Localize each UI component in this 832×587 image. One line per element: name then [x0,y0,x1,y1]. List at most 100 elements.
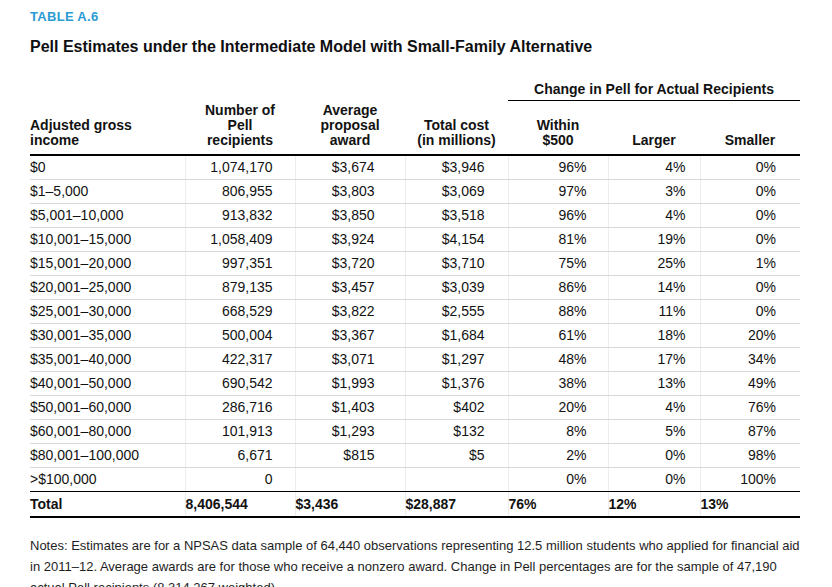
total-label-cell: Total [30,491,185,517]
cell-larger: 19% [608,227,700,251]
cell-larger: 4% [608,203,700,227]
cell-total-cost: $3,039 [405,275,508,299]
table-row: $60,001–80,000 101,913 $1,293 $132 8% 5%… [30,419,800,443]
cell-within-500: 20% [508,395,608,419]
cell-adjusted-gross-income: $1–5,000 [30,179,185,203]
cell-average-proposal-award [295,467,405,491]
cell-total-cost: $3,946 [405,155,508,179]
cell-within-500: 8% [508,419,608,443]
cell-total-cost: $1,684 [405,323,508,347]
cell-within-500: 48% [508,347,608,371]
cell-number-of-pell-recipients: 1,074,170 [185,155,295,179]
cell-larger: 18% [608,323,700,347]
cell-smaller: 0% [700,155,800,179]
table-row: $30,001–35,000 500,004 $3,367 $1,684 61%… [30,323,800,347]
cell-number-of-pell-recipients: 913,832 [185,203,295,227]
column-header-number-of-pell-recipients: Number of Pell recipients [185,100,295,155]
cell-larger: 4% [608,155,700,179]
cell-smaller: 0% [700,179,800,203]
cell-within-500: 61% [508,323,608,347]
cell-smaller: 0% [700,299,800,323]
table-notes: Notes: Estimates are for a NPSAS data sa… [30,535,800,587]
cell-within-500: 88% [508,299,608,323]
table-row: $80,001–100,000 6,671 $815 $5 2% 0% 98% [30,443,800,467]
cell-smaller: 1% [700,251,800,275]
cell-number-of-pell-recipients: 1,058,409 [185,227,295,251]
cell-adjusted-gross-income: $30,001–35,000 [30,323,185,347]
cell-larger: 4% [608,395,700,419]
cell-within-500: 38% [508,371,608,395]
cell-adjusted-gross-income: $10,001–15,000 [30,227,185,251]
column-header-average-proposal-award: Average proposal award [295,100,405,155]
cell-total-cost: $1,297 [405,347,508,371]
cell-adjusted-gross-income: $15,001–20,000 [30,251,185,275]
total-recipients-cell: 8,406,544 [185,491,295,517]
total-larger-cell: 12% [608,491,700,517]
cell-smaller: 49% [700,371,800,395]
column-header-total-cost: Total cost (in millions) [405,100,508,155]
cell-adjusted-gross-income: $0 [30,155,185,179]
table-row: $20,001–25,000 879,135 $3,457 $3,039 86%… [30,275,800,299]
cell-total-cost: $3,518 [405,203,508,227]
table-footer: Total 8,406,544 $3,436 $28,887 76% 12% 1… [30,491,800,517]
cell-total-cost: $3,710 [405,251,508,275]
total-within500-cell: 76% [508,491,608,517]
cell-average-proposal-award: $3,803 [295,179,405,203]
cell-larger: 25% [608,251,700,275]
cell-number-of-pell-recipients: 997,351 [185,251,295,275]
table-row: $15,001–20,000 997,351 $3,720 $3,710 75%… [30,251,800,275]
table-row: $40,001–50,000 690,542 $1,993 $1,376 38%… [30,371,800,395]
cell-number-of-pell-recipients: 879,135 [185,275,295,299]
column-header-larger: Larger [608,100,700,155]
cell-within-500: 96% [508,203,608,227]
table-row: $0 1,074,170 $3,674 $3,946 96% 4% 0% [30,155,800,179]
cell-number-of-pell-recipients: 6,671 [185,443,295,467]
cell-number-of-pell-recipients: 422,317 [185,347,295,371]
column-header-within-500: Within $500 [508,100,608,155]
total-cost-cell: $28,887 [405,491,508,517]
cell-within-500: 96% [508,155,608,179]
total-smaller-cell: 13% [700,491,800,517]
table-row: $35,001–40,000 422,317 $3,071 $1,297 48%… [30,347,800,371]
cell-total-cost: $132 [405,419,508,443]
cell-larger: 3% [608,179,700,203]
cell-smaller: 0% [700,227,800,251]
report-page: TABLE A.6 Pell Estimates under the Inter… [0,0,832,587]
cell-smaller: 34% [700,347,800,371]
cell-number-of-pell-recipients: 101,913 [185,419,295,443]
cell-smaller: 0% [700,275,800,299]
cell-within-500: 86% [508,275,608,299]
table-row: $5,001–10,000 913,832 $3,850 $3,518 96% … [30,203,800,227]
cell-larger: 0% [608,467,700,491]
cell-total-cost: $402 [405,395,508,419]
cell-average-proposal-award: $3,367 [295,323,405,347]
cell-number-of-pell-recipients: 690,542 [185,371,295,395]
cell-adjusted-gross-income: $60,001–80,000 [30,419,185,443]
cell-larger: 0% [608,443,700,467]
cell-smaller: 87% [700,419,800,443]
cell-number-of-pell-recipients: 286,716 [185,395,295,419]
cell-average-proposal-award: $1,403 [295,395,405,419]
cell-within-500: 81% [508,227,608,251]
table-title: Pell Estimates under the Intermediate Mo… [30,38,800,56]
table-row: $10,001–15,000 1,058,409 $3,924 $4,154 8… [30,227,800,251]
cell-number-of-pell-recipients: 0 [185,467,295,491]
cell-average-proposal-award: $1,293 [295,419,405,443]
cell-smaller: 76% [700,395,800,419]
cell-within-500: 0% [508,467,608,491]
cell-total-cost: $3,069 [405,179,508,203]
cell-smaller: 0% [700,203,800,227]
cell-average-proposal-award: $3,822 [295,299,405,323]
cell-adjusted-gross-income: $25,001–30,000 [30,299,185,323]
pell-estimates-table: Change in Pell for Actual Recipients Adj… [30,79,800,518]
group-header-spacer [30,79,508,100]
cell-total-cost: $1,376 [405,371,508,395]
table-row: $25,001–30,000 668,529 $3,822 $2,555 88%… [30,299,800,323]
cell-within-500: 97% [508,179,608,203]
group-header-row: Change in Pell for Actual Recipients [30,79,800,100]
cell-adjusted-gross-income: >$100,000 [30,467,185,491]
total-row: Total 8,406,544 $3,436 $28,887 76% 12% 1… [30,491,800,517]
cell-adjusted-gross-income: $5,001–10,000 [30,203,185,227]
table-number-label: TABLE A.6 [30,9,800,24]
cell-average-proposal-award: $3,924 [295,227,405,251]
